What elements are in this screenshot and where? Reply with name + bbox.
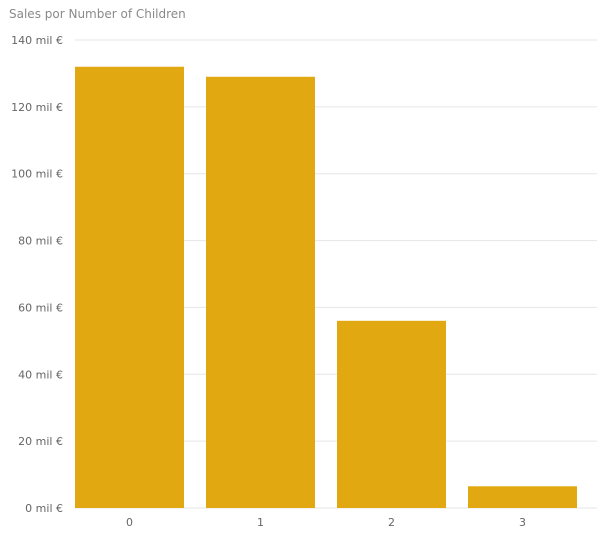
x-tick-label: 1 <box>257 516 264 529</box>
y-tick-label: 120 mil € <box>11 101 63 114</box>
x-tick-label: 0 <box>126 516 133 529</box>
bar-1[interactable] <box>206 76 315 509</box>
bar-2[interactable] <box>337 320 446 508</box>
x-tick-label: 3 <box>519 516 526 529</box>
chart-title: Sales por Number of Children <box>9 7 186 21</box>
x-axis-ticks: 0 1 2 3 <box>126 516 526 529</box>
y-tick-label: 140 mil € <box>11 34 63 47</box>
y-tick-label: 40 mil € <box>18 368 63 381</box>
y-tick-label: 80 mil € <box>18 235 63 248</box>
y-tick-label: 0 mil € <box>25 502 63 515</box>
y-tick-label: 100 mil € <box>11 168 63 181</box>
y-axis-ticks: 0 mil € 20 mil € 40 mil € 60 mil € 80 mil € 1… <box>11 34 63 515</box>
x-tick-label: 2 <box>388 516 395 529</box>
bar-0[interactable] <box>75 66 184 508</box>
gridlines <box>75 39 597 509</box>
bars <box>75 66 577 509</box>
y-tick-label: 20 mil € <box>18 435 63 448</box>
y-tick-label: 60 mil € <box>18 301 63 314</box>
bar-3[interactable] <box>468 486 577 508</box>
